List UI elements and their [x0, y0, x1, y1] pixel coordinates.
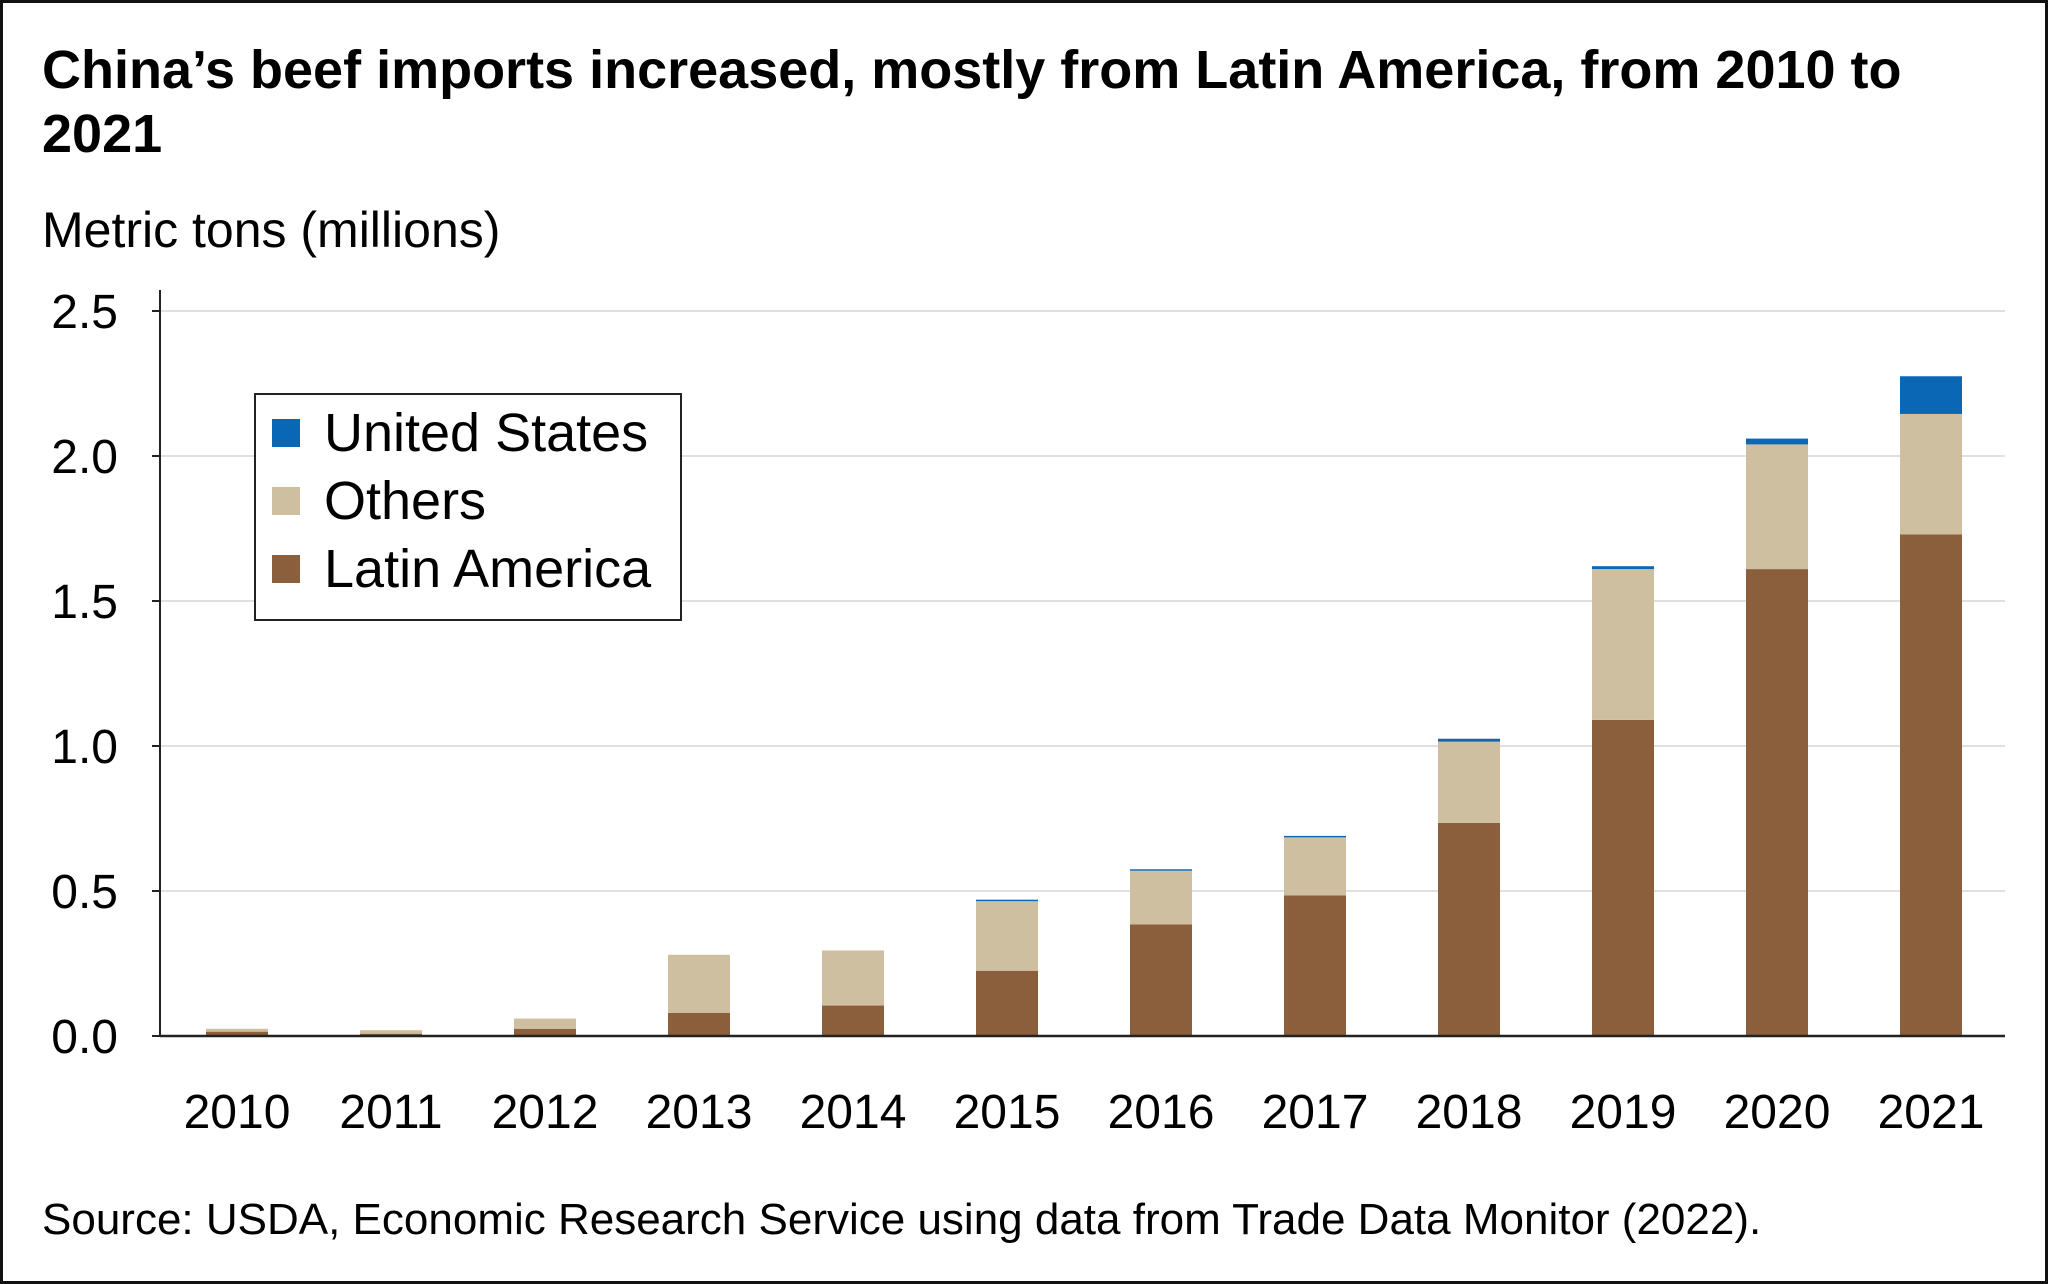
- x-tick-label: 2012: [492, 1086, 599, 1139]
- legend-label: Latin America: [324, 539, 652, 599]
- y-axis-label: Metric tons (millions): [42, 202, 501, 258]
- y-tick-label: 0.5: [51, 866, 118, 919]
- bar-united-states-2020: [1746, 438, 1808, 445]
- bar-others-2012: [514, 1018, 576, 1029]
- bar-others-2016: [1130, 870, 1192, 925]
- stacked-bar-chart: 0.0 0.5 1.0 1.5 2.0 2.5 2010 2011 2012 2013 2014 20…: [51, 286, 2005, 1139]
- bar-united-states-2018: [1438, 738, 1500, 742]
- legend-item-others: Others: [272, 471, 486, 531]
- bar-latin-america-2020: [1746, 569, 1808, 1036]
- bar-others-2010: [206, 1028, 268, 1032]
- y-tick-label: 1.0: [51, 721, 118, 774]
- bar-latin-america-2010: [206, 1031, 268, 1036]
- bar-others-2021: [1900, 413, 1962, 535]
- x-tick-label: 2019: [1570, 1086, 1677, 1139]
- y-tick-label: 1.5: [51, 576, 118, 629]
- x-tick-label: 2011: [339, 1086, 442, 1139]
- bar-latin-america-2013: [668, 1012, 730, 1036]
- legend-label: Others: [324, 471, 487, 531]
- x-tick-label: 2017: [1262, 1086, 1369, 1139]
- bar-latin-america-2017: [1284, 895, 1346, 1036]
- bar-latin-america-2016: [1130, 924, 1192, 1036]
- bar-others-2014: [822, 950, 884, 1006]
- bar-latin-america-2021: [1900, 534, 1962, 1036]
- source-note: Source: USDA, Economic Research Service …: [42, 1195, 1762, 1244]
- x-tick-label: 2010: [184, 1086, 291, 1139]
- bar-latin-america-2019: [1592, 719, 1654, 1036]
- bar-others-2020: [1746, 444, 1808, 570]
- x-tick-label: 2014: [800, 1086, 907, 1139]
- bar-latin-america-2018: [1438, 822, 1500, 1036]
- bar-latin-america-2014: [822, 1005, 884, 1036]
- bar-latin-america-2012: [514, 1028, 576, 1036]
- bar-united-states-2015: [976, 899, 1038, 902]
- legend-swatch-latin-america: [272, 555, 300, 583]
- y-tick-label: 2.0: [51, 431, 118, 484]
- chart-title: China’s beef imports increased, mostly f…: [42, 40, 1902, 164]
- bar-others-2011: [360, 1030, 422, 1034]
- legend-item-united-states: United States: [272, 403, 648, 463]
- bar-others-2017: [1284, 837, 1346, 896]
- bar-latin-america-2015: [976, 970, 1038, 1036]
- x-tick-label: 2021: [1878, 1086, 1985, 1139]
- bar-united-states-2019: [1592, 566, 1654, 570]
- x-tick-label: 2015: [954, 1086, 1061, 1139]
- x-tick-label: 2020: [1724, 1086, 1831, 1139]
- chart-legend: United States Others Latin America: [254, 393, 682, 621]
- y-tick-label: 0.0: [51, 1011, 118, 1064]
- legend-item-latin-america: Latin America: [272, 539, 651, 599]
- bar-others-2015: [976, 901, 1038, 971]
- legend-swatch-others: [272, 487, 300, 515]
- x-tick-label: 2013: [646, 1086, 753, 1139]
- legend-label: United States: [324, 403, 649, 463]
- bar-united-states-2016: [1130, 869, 1192, 871]
- bar-united-states-2017: [1284, 835, 1346, 838]
- y-tick-label: 2.5: [51, 286, 118, 339]
- bar-others-2019: [1592, 569, 1654, 720]
- bar-others-2013: [668, 954, 730, 1013]
- bar-others-2018: [1438, 741, 1500, 823]
- x-tick-label: 2016: [1108, 1086, 1215, 1139]
- bar-united-states-2021: [1900, 376, 1962, 414]
- x-tick-label: 2018: [1416, 1086, 1523, 1139]
- legend-swatch-united-states: [272, 419, 300, 447]
